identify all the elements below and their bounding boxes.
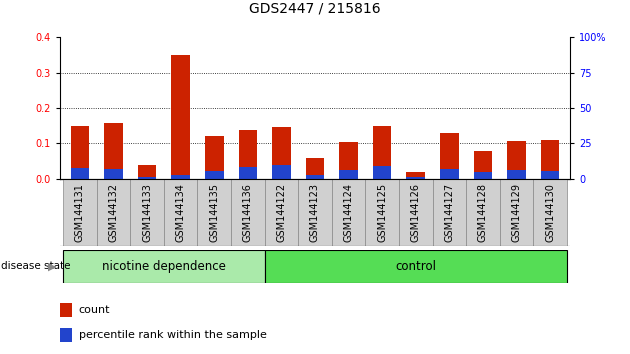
Bar (474, 172, 492, 179)
Bar (197, 179, 231, 246)
Bar (171, 175, 190, 179)
Text: GSM144124: GSM144124 (343, 183, 353, 242)
Bar (63, 179, 97, 246)
Bar (272, 165, 290, 179)
Bar (239, 130, 257, 179)
Text: control: control (395, 260, 436, 273)
Text: GSM144136: GSM144136 (243, 183, 253, 242)
Bar (332, 179, 365, 246)
Bar (306, 158, 324, 179)
Text: GSM144131: GSM144131 (75, 183, 85, 242)
Text: GSM144134: GSM144134 (176, 183, 186, 242)
Text: disease state: disease state (1, 261, 70, 272)
Text: GSM144127: GSM144127 (444, 183, 454, 242)
Bar (130, 179, 164, 246)
Text: GSM144135: GSM144135 (209, 183, 219, 242)
Bar (365, 179, 399, 246)
Text: GSM144128: GSM144128 (478, 183, 488, 242)
Bar (533, 179, 567, 246)
Text: ▶: ▶ (48, 261, 56, 272)
Bar (272, 127, 290, 179)
Text: GSM144125: GSM144125 (377, 183, 387, 242)
Bar (507, 141, 525, 179)
Text: percentile rank within the sample: percentile rank within the sample (79, 330, 266, 340)
Bar (105, 169, 123, 179)
Bar (500, 179, 533, 246)
Text: GDS2447 / 215816: GDS2447 / 215816 (249, 2, 381, 16)
Text: GSM144122: GSM144122 (277, 183, 287, 242)
Bar (105, 123, 123, 179)
Bar (171, 55, 190, 179)
Bar (239, 167, 257, 179)
Text: nicotine dependence: nicotine dependence (102, 260, 226, 273)
Bar (440, 169, 459, 179)
Bar (265, 179, 298, 246)
Bar (373, 166, 391, 179)
Text: GSM144123: GSM144123 (310, 183, 320, 242)
Bar (466, 179, 500, 246)
Bar (507, 170, 525, 179)
Bar (138, 165, 156, 179)
Bar (406, 177, 425, 179)
Bar (298, 179, 332, 246)
Bar (433, 179, 466, 246)
Bar (138, 177, 156, 179)
Text: GSM144129: GSM144129 (512, 183, 522, 242)
Text: GSM144133: GSM144133 (142, 183, 152, 242)
Bar (71, 168, 89, 179)
Bar (406, 172, 425, 179)
Bar (440, 133, 459, 179)
Bar (541, 140, 559, 179)
Bar (340, 142, 358, 179)
Bar (541, 171, 559, 179)
Bar (205, 136, 224, 179)
Bar (97, 179, 130, 246)
Bar (60, 328, 72, 342)
Text: count: count (79, 305, 110, 315)
Text: GSM144130: GSM144130 (545, 183, 555, 242)
Text: GSM144132: GSM144132 (108, 183, 118, 242)
Bar (340, 170, 358, 179)
Bar (60, 303, 72, 317)
Bar (265, 250, 567, 283)
Bar (164, 179, 197, 246)
Bar (399, 179, 433, 246)
Bar (373, 126, 391, 179)
Bar (71, 126, 89, 179)
Bar (474, 151, 492, 179)
Bar (205, 171, 224, 179)
Bar (63, 250, 265, 283)
Text: GSM144126: GSM144126 (411, 183, 421, 242)
Bar (231, 179, 265, 246)
Bar (306, 175, 324, 179)
